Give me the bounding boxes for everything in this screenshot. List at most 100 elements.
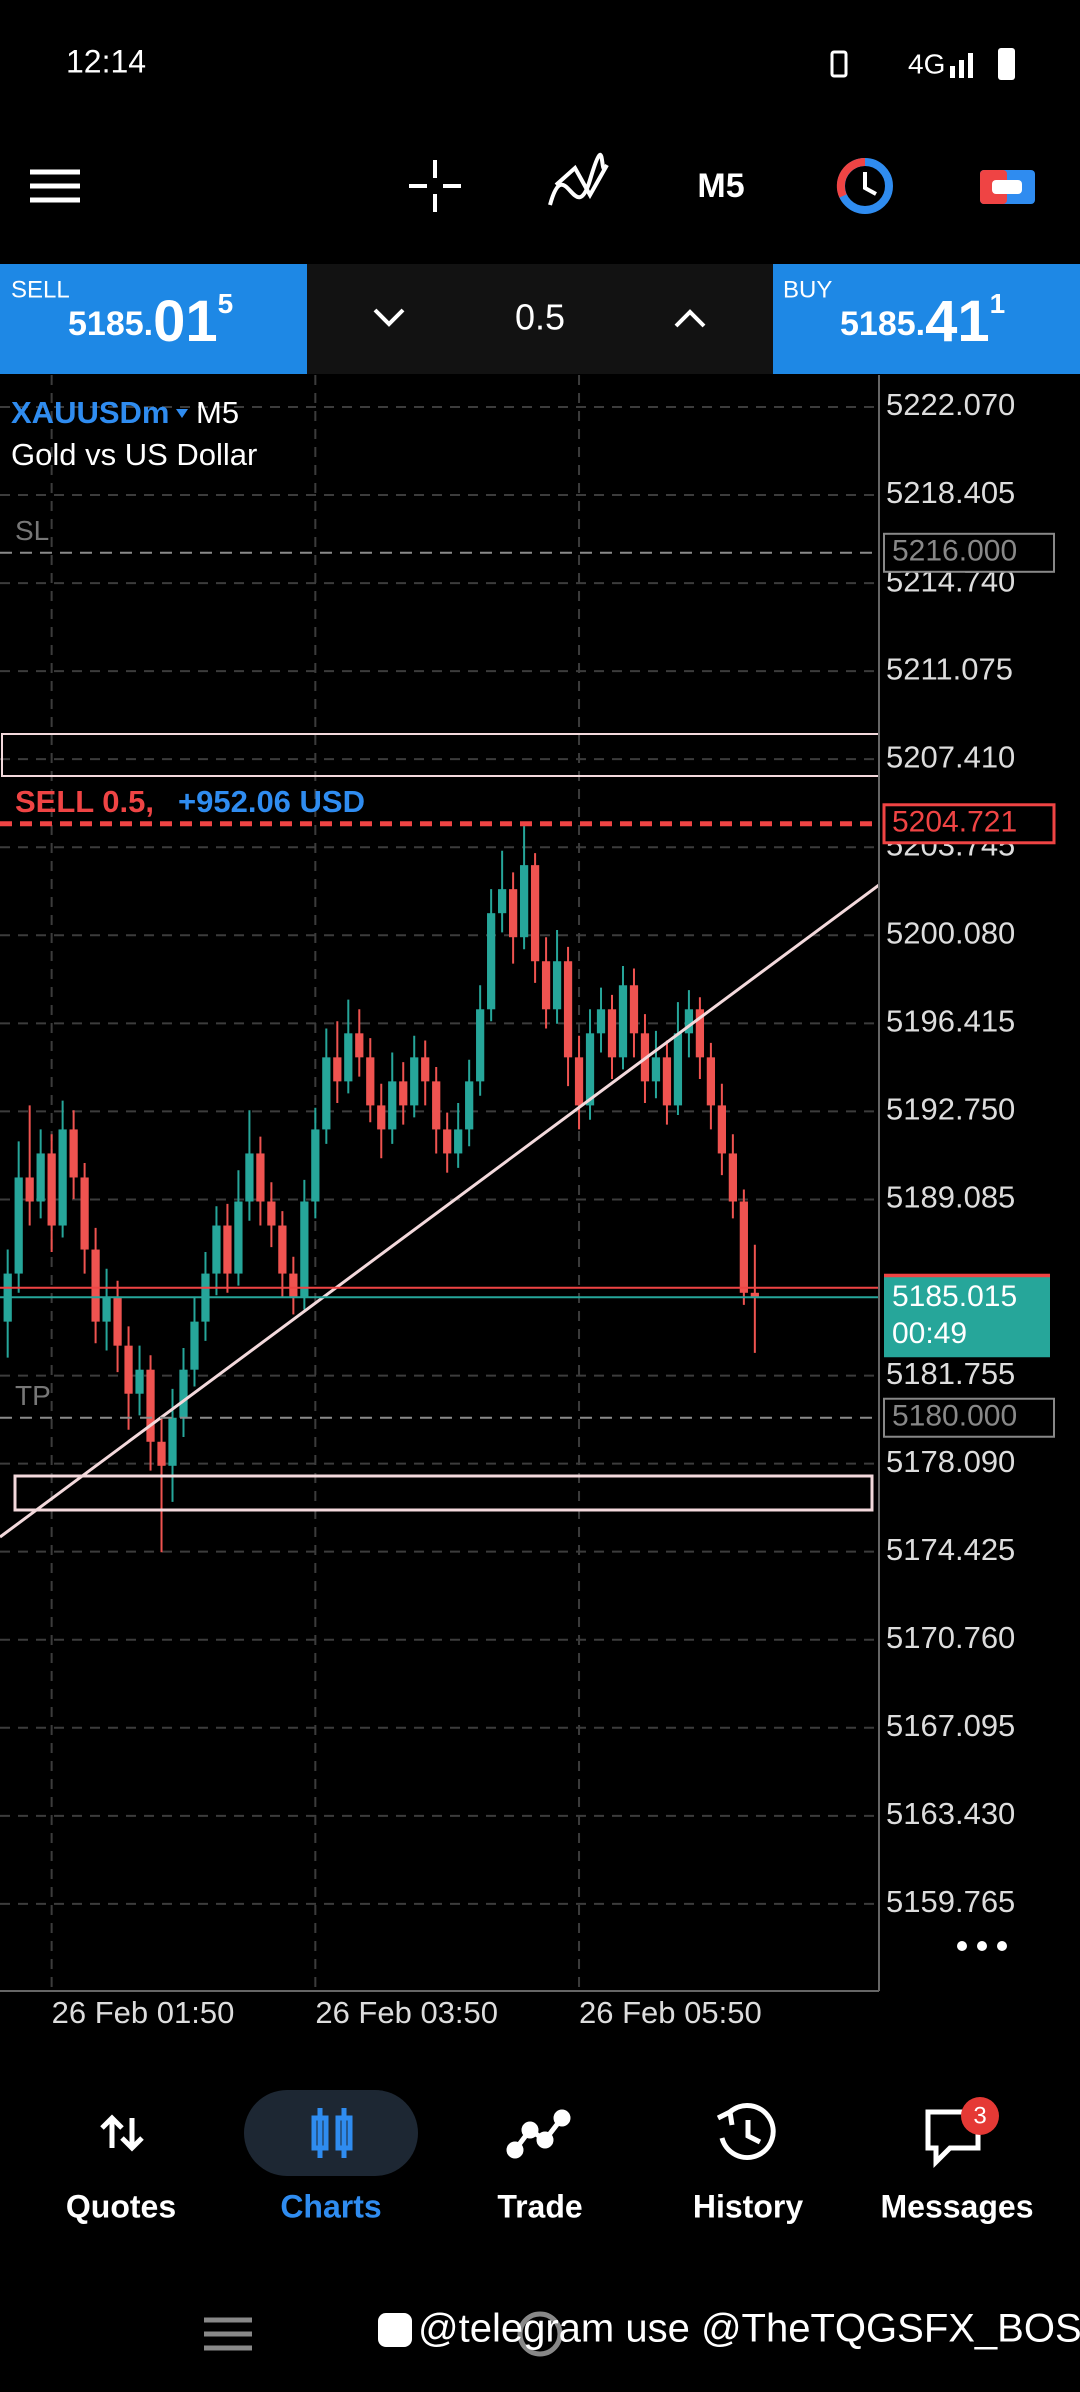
nav-tab[interactable]: Messages (881, 2188, 1034, 2224)
candle-body (574, 1057, 584, 1106)
volume-down-button[interactable] (373, 308, 405, 327)
candle-body (739, 1201, 748, 1293)
quotes-icon (100, 2114, 144, 2152)
sell-button[interactable] (0, 264, 307, 374)
candle-body (124, 1345, 133, 1394)
candle-body (212, 1225, 221, 1274)
y-tick-label: 5163.430 (886, 1796, 1015, 1831)
signal-bar (968, 53, 973, 78)
more-button[interactable] (957, 1941, 1007, 1951)
sell-label: SELL (11, 276, 70, 303)
symbol-dropdown[interactable] (176, 409, 188, 418)
timeframe-button[interactable]: M5 (697, 167, 744, 205)
candle-body (366, 1057, 375, 1106)
x-tick-label: 26 Feb 05:50 (579, 1995, 762, 2030)
volume-value[interactable]: 0.5 (515, 297, 565, 338)
tp-label: TP (15, 1380, 51, 1411)
candle-body (443, 1129, 452, 1154)
network-type: 4G (908, 48, 945, 79)
x-tick-label: 26 Feb 03:50 (315, 1995, 498, 2030)
nav-tab[interactable]: Charts (280, 2188, 381, 2224)
candle-body (377, 1105, 386, 1130)
status-time: 12:14 (66, 43, 146, 79)
candle-body (14, 1177, 23, 1274)
y-tick-label: 5207.410 (886, 739, 1015, 774)
buy-price-big: 41 (925, 289, 990, 354)
candle-body (508, 889, 518, 938)
tp-price-box (883, 1397, 1055, 1438)
active-tab-highlight (244, 2090, 418, 2176)
sell-price: 5185.015 (68, 288, 233, 354)
candle-body (322, 1057, 331, 1130)
system-menu-button[interactable] (204, 2317, 252, 2351)
candle-body (91, 1249, 100, 1322)
candle-body (465, 1081, 474, 1130)
y-tick-label: 5159.765 (886, 1884, 1015, 1919)
nav-tab[interactable]: Quotes (66, 2188, 176, 2224)
buy-button[interactable] (773, 264, 1080, 374)
candle-body (102, 1297, 111, 1322)
candle-body (432, 1081, 441, 1130)
candle-body (399, 1081, 408, 1106)
watermark: @telegram use @TheTQGSFX_BOSS (418, 2307, 1080, 2351)
one-click-trading-button[interactable] (836, 157, 893, 214)
candle-body (355, 1033, 364, 1058)
y-tick-label: 5170.760 (886, 1620, 1015, 1655)
battery-icon (998, 48, 1015, 80)
candle-body (563, 961, 573, 1058)
candle-body (157, 1441, 166, 1466)
candle-body (113, 1297, 122, 1346)
charts-icon (311, 2108, 353, 2158)
candle-body (267, 1201, 276, 1226)
candle-body (223, 1225, 232, 1274)
x-tick-label: 26 Feb 01:50 (52, 1995, 235, 2030)
candle-body (388, 1081, 397, 1130)
candle-body (234, 1201, 243, 1274)
buy-price: 5185.411 (840, 288, 1005, 354)
candle-body (344, 1033, 353, 1082)
candle-body (47, 1153, 56, 1226)
tp-price-label: 5180.000 (892, 1400, 1017, 1433)
position-label: SELL 0.5, (15, 784, 154, 819)
candle-body (454, 1129, 463, 1154)
vibrate-icon (830, 50, 848, 78)
candle-body (662, 1057, 672, 1106)
y-tick-label: 5218.405 (886, 475, 1015, 510)
candle-body (596, 1009, 606, 1034)
indicators-button[interactable] (548, 152, 609, 206)
y-tick-label: 5211.075 (886, 651, 1013, 686)
volume-up-button[interactable] (674, 309, 706, 328)
candle-body (487, 913, 496, 1010)
candle-body (750, 1292, 759, 1298)
candle-body (706, 1057, 716, 1106)
system-home-button[interactable] (517, 2311, 563, 2357)
y-tick-label: 5181.755 (886, 1356, 1015, 1391)
candle-body (146, 1369, 155, 1442)
facebook-icon (378, 2313, 412, 2347)
candle-body (300, 1201, 309, 1298)
candle-body (728, 1153, 737, 1202)
candle-body (80, 1177, 89, 1250)
bid-price-box (884, 1277, 1050, 1358)
history-icon (716, 2103, 776, 2161)
buy-price-main: 5185. (840, 305, 925, 343)
crosshair-button[interactable] (409, 160, 461, 212)
nav-tab[interactable]: Trade (497, 2188, 582, 2224)
candle-body (333, 1057, 342, 1082)
trade-button[interactable] (980, 170, 1035, 204)
chart-timeframe: M5 (196, 395, 239, 430)
sell-price-big: 01 (153, 289, 218, 354)
candle-body (519, 865, 529, 938)
nav-tab[interactable]: History (693, 2188, 803, 2224)
zone-rectangle (13, 1474, 874, 1512)
y-tick-label: 5174.425 (886, 1532, 1015, 1567)
candle-body (498, 889, 507, 914)
candle-body (618, 985, 628, 1058)
bar-countdown: 00:49 (892, 1317, 967, 1350)
candle-body (36, 1153, 45, 1202)
chart-symbol[interactable]: XAUUSDm (11, 395, 169, 430)
candle-body (717, 1105, 726, 1154)
menu-button[interactable] (30, 169, 80, 203)
y-tick-label: 5196.415 (886, 1004, 1015, 1039)
